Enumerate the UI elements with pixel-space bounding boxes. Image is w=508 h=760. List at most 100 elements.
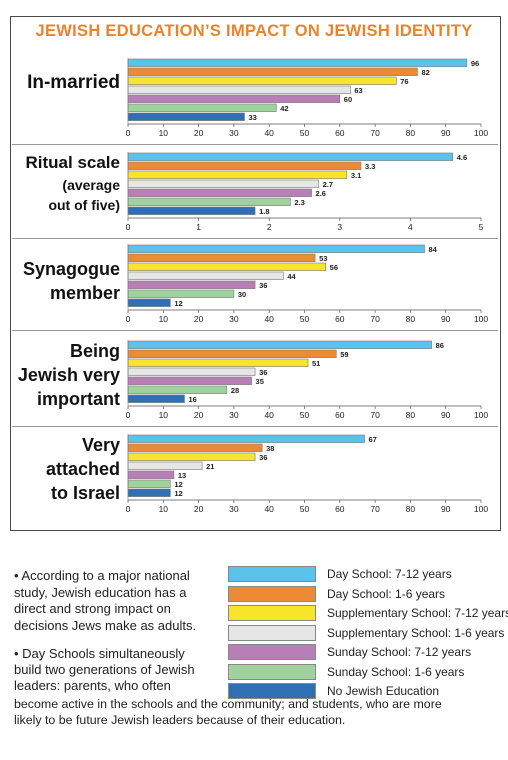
x-tick-label: 0	[126, 222, 131, 232]
value-label: 44	[287, 272, 296, 281]
bar-panel4-series6	[127, 385, 228, 394]
note-bullet-2-line-4: become active in the schools and the com…	[14, 697, 442, 711]
bar-panel2-series5	[127, 188, 312, 197]
legend-swatch	[228, 624, 316, 641]
x-tick-label: 0	[126, 410, 131, 420]
value-label: 2.3	[294, 198, 304, 207]
bar-panel3-series1	[127, 244, 425, 253]
bar-panel4-series2	[127, 349, 337, 358]
x-tick-label: 70	[370, 504, 380, 514]
x-tick-label: 50	[300, 410, 310, 420]
x-tick-label: 100	[474, 128, 488, 138]
x-tick-label: 20	[194, 504, 204, 514]
x-tick-label: 80	[406, 314, 416, 324]
panel-label-4: Being Jewish very important	[12, 339, 120, 411]
bar-panel2-series6	[127, 197, 291, 206]
x-tick-label: 5	[479, 222, 484, 232]
x-tick-label: 4	[408, 222, 413, 232]
x-tick-label: 60	[335, 410, 345, 420]
x-tick-label: 100	[474, 504, 488, 514]
bar-panel3-series4	[127, 271, 284, 280]
panel-label-3: Synagogue member	[12, 257, 120, 305]
x-tick-label: 50	[300, 314, 310, 324]
x-tick-label: 1	[196, 222, 201, 232]
x-tick-label: 40	[264, 314, 274, 324]
x-tick-label: 50	[300, 504, 310, 514]
x-tick-label: 10	[159, 504, 169, 514]
legend-label: Day School: 7-12 years	[327, 567, 452, 581]
bar-panel1-series6	[127, 103, 277, 112]
value-label: 38	[266, 444, 274, 453]
value-label: 28	[231, 386, 239, 395]
x-tick-label: 60	[335, 128, 345, 138]
value-label: 2.6	[316, 189, 326, 198]
x-tick-label: 50	[300, 128, 310, 138]
bar-panel2-series7	[127, 206, 256, 215]
x-tick-label: 90	[441, 410, 451, 420]
x-tick-label: 40	[264, 410, 274, 420]
legend-label: Supplementary School: 7-12 years	[327, 606, 508, 620]
value-label: 67	[369, 435, 377, 444]
x-tick-label: 30	[229, 314, 239, 324]
value-label: 2.7	[323, 180, 333, 189]
note-bullet-2-line-2: build two generations of Jewish	[14, 662, 195, 677]
value-label: 86	[436, 341, 444, 350]
x-tick-label: 80	[406, 504, 416, 514]
note-bullet-2-line-3: leaders: parents, who often	[14, 678, 171, 693]
chart-title: JEWISH EDUCATION’S IMPACT ON JEWISH IDEN…	[35, 22, 473, 40]
x-tick-label: 80	[406, 128, 416, 138]
chart-frame	[10, 16, 501, 531]
panel-label-2: Ritual scale (average out of five)	[12, 151, 121, 215]
panel-separator	[12, 238, 498, 239]
value-label: 12	[174, 489, 182, 498]
x-tick-label: 70	[370, 410, 380, 420]
bar-panel2-series4	[127, 179, 319, 188]
x-tick-label: 2	[267, 222, 272, 232]
x-tick-label: 30	[229, 410, 239, 420]
panel-label-line: out of five)	[48, 197, 120, 213]
value-label: 33	[248, 113, 256, 122]
x-tick-label: 30	[229, 128, 239, 138]
x-tick-label: 0	[126, 504, 131, 514]
bar-panel3-series7	[127, 298, 171, 307]
value-label: 51	[312, 359, 320, 368]
legend-swatch	[228, 663, 316, 680]
bar-panel3-series2	[127, 253, 316, 262]
legend-label: Sunday School: 7-12 years	[327, 645, 472, 659]
x-tick-label: 20	[194, 314, 204, 324]
value-label: 36	[259, 281, 267, 290]
x-tick-label: 80	[406, 410, 416, 420]
value-label: 35	[256, 377, 264, 386]
panel-label-line: In-married	[27, 72, 120, 93]
bar-panel2-series1	[127, 152, 454, 161]
value-label: 3.3	[365, 162, 375, 171]
panel-label-line: attached	[45, 459, 120, 479]
bar-panel2-series2	[127, 161, 362, 170]
panel-label-line: Jewish very	[17, 365, 120, 385]
x-tick-label: 10	[159, 314, 169, 324]
x-tick-label: 70	[370, 314, 380, 324]
panel-label-line: Very	[81, 435, 120, 455]
value-label: 63	[354, 86, 362, 95]
panel-label-5: Very attached to Israel	[12, 433, 120, 505]
bar-panel1-series4	[127, 85, 351, 94]
panel-separator	[12, 426, 498, 427]
bar-panel3-series3	[127, 262, 326, 271]
bar-panel5-series1	[127, 434, 365, 443]
value-label: 36	[259, 453, 267, 462]
bar-panel4-series1	[127, 340, 432, 349]
x-tick-label: 30	[229, 504, 239, 514]
legend-label: Day School: 1-6 years	[327, 586, 446, 601]
value-label: 21	[206, 462, 214, 471]
bar-panel4-series3	[127, 358, 309, 367]
bar-panel5-series6	[127, 479, 171, 488]
value-label: 59	[340, 350, 348, 359]
bar-panel5-series3	[127, 452, 256, 461]
value-label: 56	[330, 263, 338, 272]
panel-label-line: important	[37, 389, 120, 409]
bar-panel2-series3	[127, 170, 348, 179]
legend-label: Sunday School: 1-6 years	[327, 664, 465, 679]
bar-panel1-series3	[127, 76, 397, 85]
bar-panel5-series2	[127, 443, 263, 452]
